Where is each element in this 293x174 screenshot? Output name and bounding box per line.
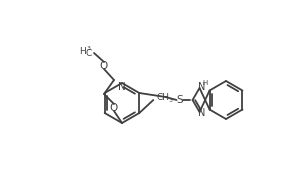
Text: O: O — [110, 103, 118, 113]
Text: H: H — [80, 46, 86, 56]
Text: 3: 3 — [87, 46, 91, 52]
Text: CH: CH — [157, 93, 170, 102]
Text: 3: 3 — [168, 98, 172, 104]
Text: S: S — [176, 95, 183, 105]
Text: N: N — [118, 82, 126, 92]
Text: C: C — [86, 49, 92, 57]
Text: N: N — [198, 108, 205, 118]
Text: N: N — [198, 82, 205, 92]
Text: H: H — [202, 80, 207, 86]
Text: O: O — [100, 61, 108, 71]
